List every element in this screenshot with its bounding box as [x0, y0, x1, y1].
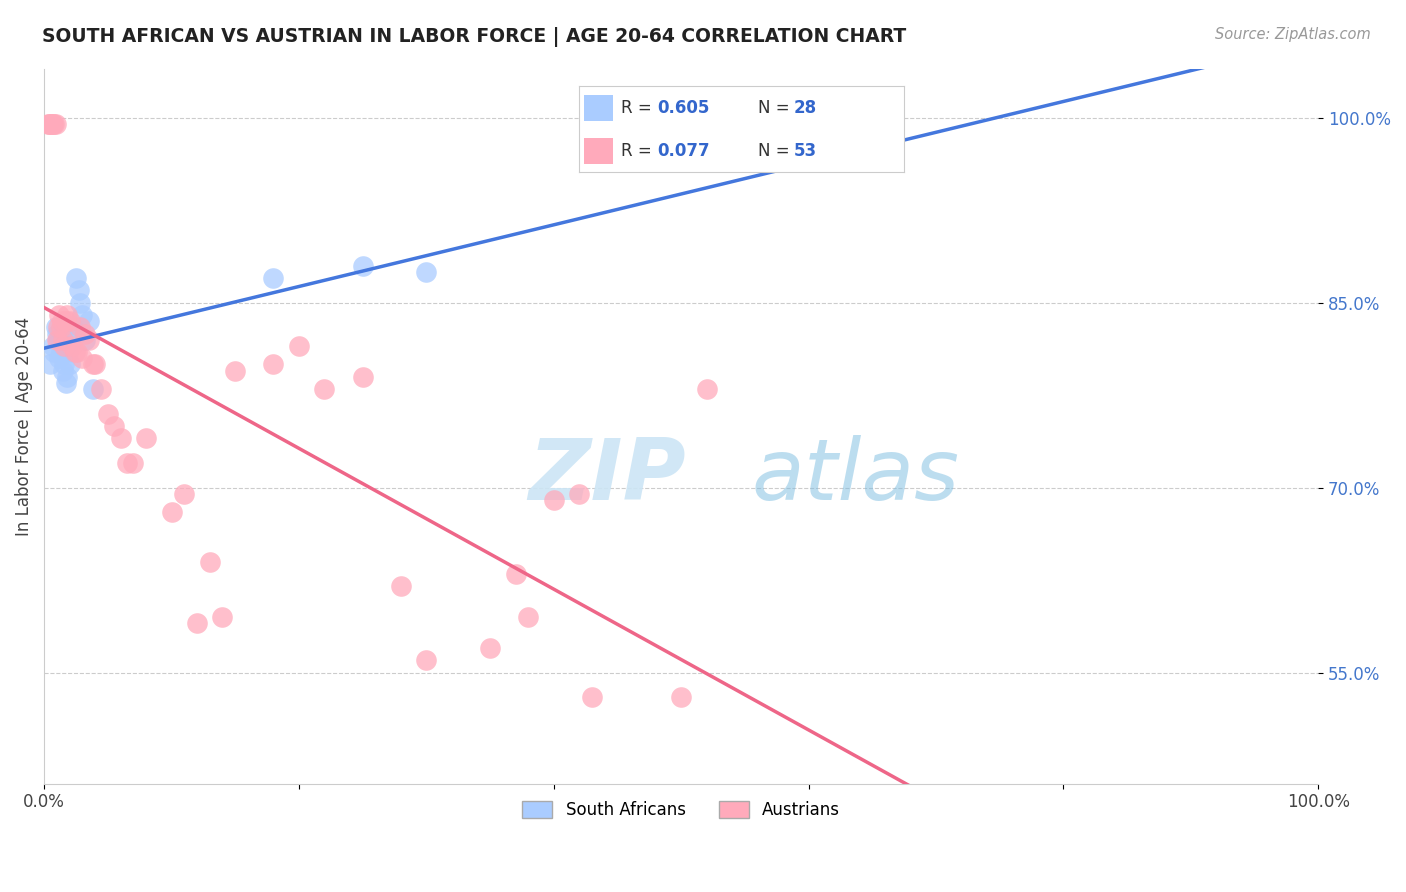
Point [103, 419, 125, 434]
Point [63, 345, 86, 359]
Point [45, 320, 67, 334]
Point [60, 326, 83, 341]
Point [53, 358, 76, 372]
Point [72, 351, 94, 366]
Point [186, 616, 208, 631]
Point [97, 407, 120, 421]
Point [45, 117, 67, 131]
Point [314, 382, 336, 396]
Point [45, 333, 67, 347]
Point [84, 358, 107, 372]
Point [288, 339, 311, 353]
Point [581, 690, 603, 705]
Point [55, 376, 77, 390]
Point [67, 284, 90, 298]
Point [160, 505, 183, 519]
Point [115, 456, 138, 470]
Point [42, 117, 65, 131]
Legend: South Africans, Austrians: South Africans, Austrians [516, 794, 846, 825]
Point [38, 117, 60, 131]
Point [479, 641, 502, 656]
Point [110, 432, 132, 446]
Point [72, 308, 94, 322]
Point [56, 369, 79, 384]
Point [73, 326, 96, 341]
Point [51, 326, 73, 341]
Point [52, 333, 75, 347]
Point [69, 295, 91, 310]
Y-axis label: In Labor Force | Age 20-64: In Labor Force | Age 20-64 [15, 317, 32, 536]
Point [48, 351, 70, 366]
Point [262, 358, 284, 372]
Point [46, 320, 69, 334]
Point [66, 345, 89, 359]
Point [696, 382, 718, 396]
Point [77, 333, 100, 347]
Point [211, 610, 233, 624]
Point [69, 320, 91, 334]
Point [58, 358, 80, 372]
Point [224, 364, 246, 378]
Point [52, 339, 75, 353]
Point [41, 117, 63, 131]
Point [77, 314, 100, 328]
Point [52, 364, 75, 378]
Point [198, 555, 221, 569]
Point [669, 690, 692, 705]
Point [39, 117, 62, 131]
Point [505, 567, 527, 582]
Text: atlas: atlas [751, 434, 959, 517]
Point [51, 314, 73, 328]
Point [49, 345, 72, 359]
Point [122, 456, 145, 470]
Point [389, 579, 412, 593]
Point [90, 382, 112, 396]
Point [44, 345, 66, 359]
Point [60, 339, 83, 353]
Point [58, 345, 80, 359]
Point [352, 369, 374, 384]
Point [49, 320, 72, 334]
Point [517, 610, 540, 624]
Point [48, 308, 70, 322]
Point [39, 358, 62, 372]
Point [46, 333, 69, 347]
Point [135, 432, 157, 446]
Point [543, 493, 565, 508]
Point [352, 259, 374, 273]
Point [44, 117, 66, 131]
Point [42, 339, 65, 353]
Point [55, 314, 77, 328]
Point [62, 320, 84, 334]
Point [415, 265, 437, 279]
Point [82, 382, 104, 396]
Point [58, 314, 80, 328]
Point [65, 271, 87, 285]
Point [53, 339, 76, 353]
Text: ZIP: ZIP [529, 434, 686, 517]
Point [73, 333, 96, 347]
Point [37, 117, 59, 131]
Point [568, 487, 591, 501]
Point [173, 487, 195, 501]
Text: SOUTH AFRICAN VS AUSTRIAN IN LABOR FORCE | AGE 20-64 CORRELATION CHART: SOUTH AFRICAN VS AUSTRIAN IN LABOR FORCE… [42, 27, 907, 46]
Point [262, 271, 284, 285]
Point [415, 653, 437, 667]
Point [56, 308, 79, 322]
Text: Source: ZipAtlas.com: Source: ZipAtlas.com [1215, 27, 1371, 42]
Point [45, 326, 67, 341]
Point [82, 358, 104, 372]
